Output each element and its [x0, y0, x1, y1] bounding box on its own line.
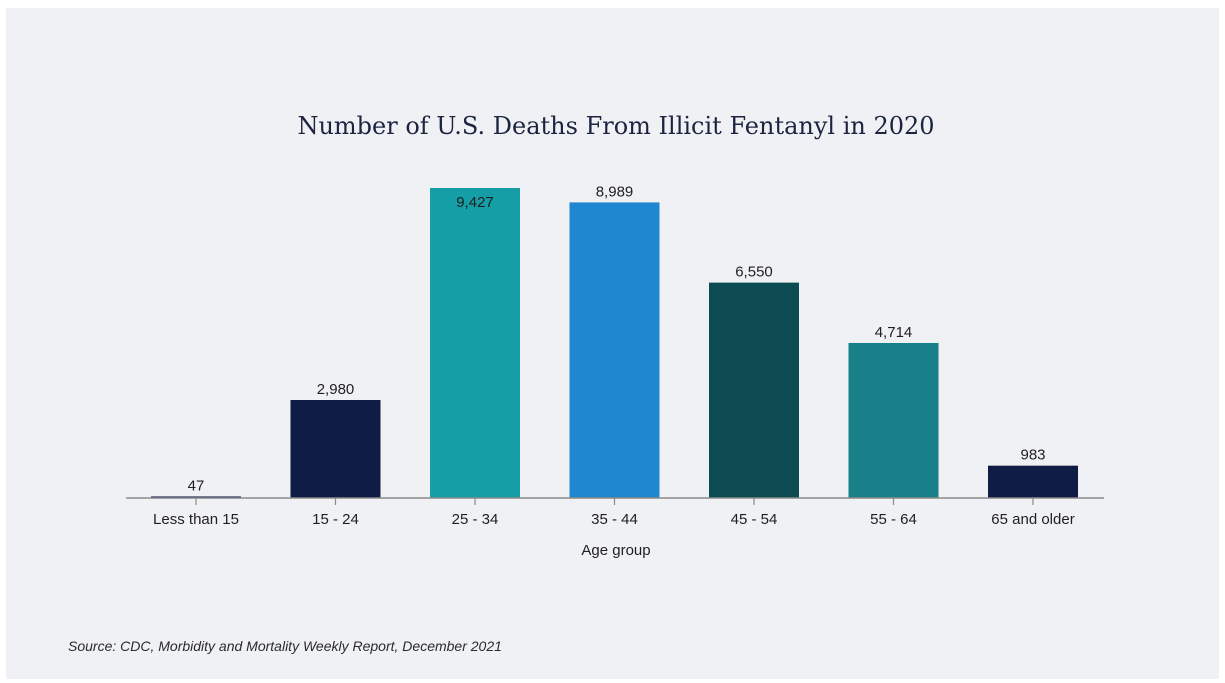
value-label-35-44: 8,989	[596, 183, 634, 200]
bar-35-44	[569, 202, 660, 498]
x-tick-label-45-54: 45 - 54	[731, 511, 778, 528]
x-tick-label-15-24: 15 - 24	[312, 511, 359, 528]
value-label-15-24: 2,980	[317, 381, 355, 398]
chart-panel: Number of U.S. Deaths From Illicit Fenta…	[6, 8, 1219, 679]
x-axis-title: Age group	[581, 542, 650, 559]
value-label-55-64: 4,714	[875, 324, 913, 341]
value-label-45-54: 6,550	[735, 264, 773, 281]
chart-title: Number of U.S. Deaths From Illicit Fenta…	[297, 112, 934, 140]
value-label-65-and-older: 983	[1020, 447, 1045, 464]
bar-group	[151, 188, 1078, 498]
value-label-less-than-15: 47	[188, 477, 205, 494]
x-tick-label-group: Less than 15 15 - 24 25 - 34 35 - 44 45 - 54…	[153, 511, 1075, 528]
bar-55-64	[848, 342, 939, 498]
bar-25-34	[430, 188, 520, 498]
x-tick-label-35-44: 35 - 44	[591, 511, 638, 528]
x-tick-label-55-64: 55 - 64	[870, 511, 917, 528]
source-note: Source: CDC, Morbidity and Mortality Wee…	[68, 638, 502, 654]
x-tick-label-25-34: 25 - 34	[452, 511, 499, 528]
value-label-group: 47 2,980 9,427 8,989 6,550 4,714 983	[188, 183, 1046, 494]
bar-chart: Number of U.S. Deaths From Illicit Fenta…	[126, 112, 1104, 559]
bar-65-and-older	[988, 465, 1078, 498]
bar-less-than-15	[151, 496, 241, 498]
bar-15-24	[290, 400, 381, 498]
value-label-25-34: 9,427	[456, 194, 494, 211]
bar-45-54	[709, 282, 799, 498]
x-tick-group	[195, 498, 1034, 505]
x-tick-label-65-and-older: 65 and older	[991, 511, 1074, 528]
x-tick-label-less-than-15: Less than 15	[153, 511, 239, 528]
